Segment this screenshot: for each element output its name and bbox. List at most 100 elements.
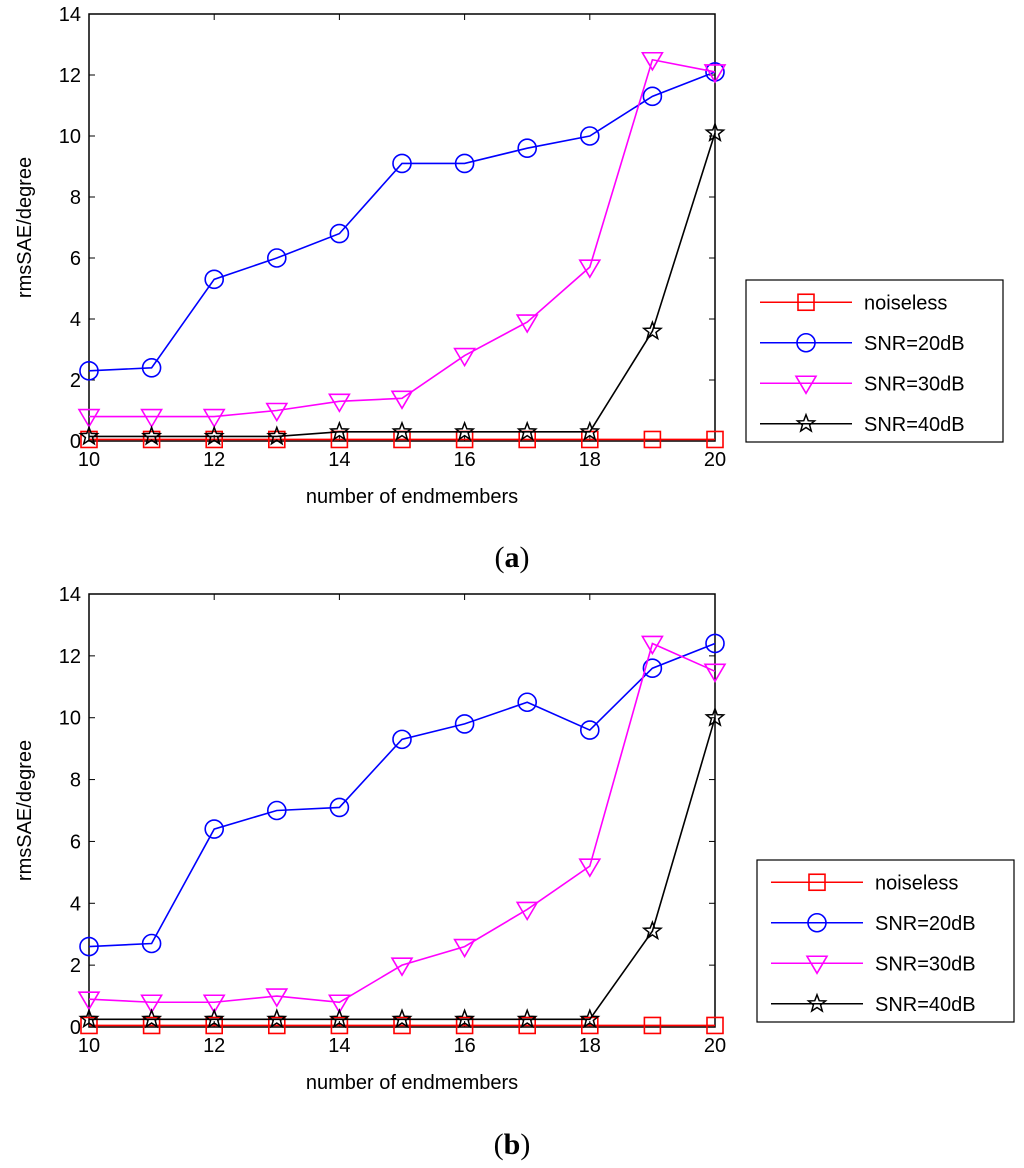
legend-marker [808,873,826,892]
caption-paren-open: ( [494,1128,504,1161]
data-point [330,1016,349,1035]
data-point [517,138,538,158]
plot-area [88,593,716,1028]
data-point [580,1016,599,1035]
legend-label: SNR=20dB [864,333,965,355]
series-line [89,58,716,418]
data-point [80,1016,98,1035]
data-point [579,720,600,740]
data-point [641,635,664,656]
data-point [328,1008,350,1029]
data-point [517,692,538,713]
x-tick-label: 18 [579,449,601,471]
y-tick-label: 12 [59,646,81,668]
legend-marker [796,332,816,353]
data-point [706,1016,724,1035]
data-point [203,1008,225,1029]
x-tick-label: 20 [704,1035,726,1057]
data-point [642,86,663,107]
legend-label: SNR=20dB [875,913,976,935]
data-point [78,1008,100,1029]
data-point [704,121,726,142]
data-point [704,706,726,727]
x-tick-label: 20 [704,449,726,471]
y-tick-label: 0 [70,1017,81,1039]
x-tick-label: 18 [579,1035,601,1057]
data-point [141,1008,163,1029]
legend-marker [805,955,829,975]
data-point [78,425,100,446]
data-point [579,420,601,441]
x-tick-label: 14 [328,449,350,471]
legend-marker [795,412,817,433]
x-tick-label: 10 [78,449,100,471]
data-point [705,633,725,654]
series-SNR=30dB [77,51,727,429]
data-point [141,357,162,378]
series-line [88,642,716,948]
chart-panel-a: 10 12 14 16 18 20 0 2 4 6 8 10 12 14 number of endmemb… [14,4,1004,574]
legend: noiseless SNR=20dB SNR=30dB SNR=40dB [745,279,1004,443]
data-point [642,658,663,679]
y-tick-label: 10 [59,708,81,730]
data-point [390,390,414,410]
data-point [204,819,224,839]
data-point [643,1016,662,1035]
data-point [266,1008,288,1029]
series-noiseless [80,1016,724,1035]
data-point [266,800,287,821]
y-tick-label: 10 [59,126,81,148]
data-point [329,223,350,244]
data-point [703,663,727,683]
x-tick-label: 12 [203,1035,225,1057]
data-point [578,858,602,878]
plot-area [88,13,716,442]
data-point [265,402,289,423]
data-point [454,420,476,441]
y-tick-label: 12 [59,65,81,87]
legend-label: SNR=40dB [875,994,976,1016]
y-tick-label: 14 [59,4,81,26]
series-SNR=20dB [79,62,725,381]
data-point [267,430,286,449]
y-tick-label: 4 [70,309,81,331]
series-SNR=40dB [78,121,726,446]
legend: noiseless SNR=20dB SNR=30dB SNR=40dB [756,859,1015,1023]
data-point [329,797,350,818]
data-point [266,425,288,446]
series-SNR=30dB [77,635,727,1014]
data-point [516,1008,538,1029]
legend-marker [794,375,818,395]
y-tick-label: 8 [70,187,81,209]
data-point [202,994,226,1014]
data-point [515,901,539,922]
data-point [267,1016,286,1035]
data-point [578,259,602,279]
data-point [518,1016,537,1035]
series-line [89,132,716,438]
data-point [454,1008,476,1029]
data-point [142,1016,161,1035]
y-tick-label: 4 [70,893,81,915]
series-SNR=40dB [78,706,726,1029]
panel-caption: (a) [495,541,530,574]
legend-label: noiseless [875,872,958,894]
x-tick-label: 16 [453,1035,475,1057]
data-point [454,153,475,174]
caption-paren-open: ( [495,541,505,574]
data-point [79,936,99,957]
legend-label: SNR=30dB [875,953,976,975]
legend-label: noiseless [864,292,947,314]
y-tick-label: 2 [70,370,81,392]
data-point [706,430,724,449]
y-tick-label: 8 [70,770,81,792]
data-point [80,430,98,449]
data-point [142,430,161,449]
data-point [641,320,663,341]
data-point [391,1008,413,1029]
data-point [579,1008,601,1029]
caption-letter: b [504,1128,521,1161]
data-point [266,248,287,268]
data-point [204,269,224,290]
